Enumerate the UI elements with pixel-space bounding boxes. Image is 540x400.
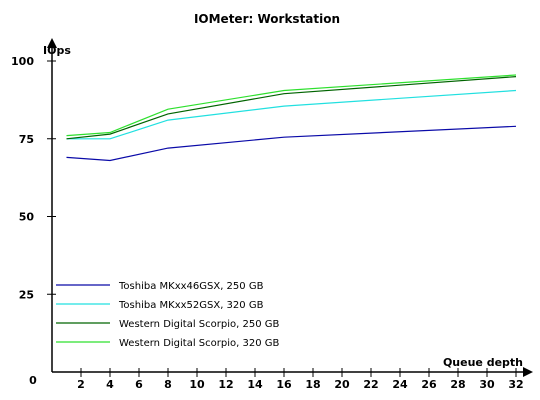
y-tick-label: 0: [29, 374, 37, 387]
x-tick-label: 28: [450, 378, 465, 391]
y-tick-label: 50: [19, 211, 35, 224]
legend-label: Western Digital Scorpio, 250 GB: [119, 319, 279, 330]
x-tick-label: 18: [305, 378, 320, 391]
x-tick-label: 32: [508, 378, 523, 391]
series-line-4: [66, 74, 517, 137]
x-tick-label: 20: [334, 378, 350, 391]
series-line-1: [66, 125, 517, 162]
chart-title: IOMeter: Workstation: [194, 12, 340, 26]
x-tick-label: 30: [479, 378, 495, 391]
series-line-2: [66, 89, 517, 140]
x-tick-label: 10: [189, 378, 205, 391]
y-axis-label: IOps: [43, 44, 71, 57]
x-tick-label: 26: [421, 378, 437, 391]
x-tick-label: 4: [106, 378, 114, 391]
x-tick-label: 24: [392, 378, 408, 391]
series-line-3: [66, 76, 517, 140]
x-tick-label: 14: [247, 378, 263, 391]
x-tick-label: 6: [135, 378, 143, 391]
y-tick-label: 25: [19, 288, 34, 301]
y-axis-arrow: [47, 38, 57, 48]
x-tick-label: 16: [276, 378, 292, 391]
x-tick-label: 8: [164, 378, 172, 391]
x-axis-arrow: [523, 367, 533, 377]
x-tick-label: 22: [363, 378, 378, 391]
legend-label: Toshiba MKxx46GSX, 250 GB: [118, 281, 264, 292]
y-tick-label: 100: [11, 55, 34, 68]
legend-label: Toshiba MKxx52GSX, 320 GB: [118, 300, 264, 311]
legend-label: Western Digital Scorpio, 320 GB: [119, 338, 279, 349]
series-lines: [66, 74, 517, 162]
legend: Toshiba MKxx46GSX, 250 GB Toshiba MKxx52G…: [56, 281, 279, 349]
x-tick-label: 2: [77, 378, 85, 391]
x-axis-label: Queue depth: [443, 356, 523, 369]
x-tick-label: 12: [218, 378, 233, 391]
y-tick-label: 75: [19, 133, 34, 146]
